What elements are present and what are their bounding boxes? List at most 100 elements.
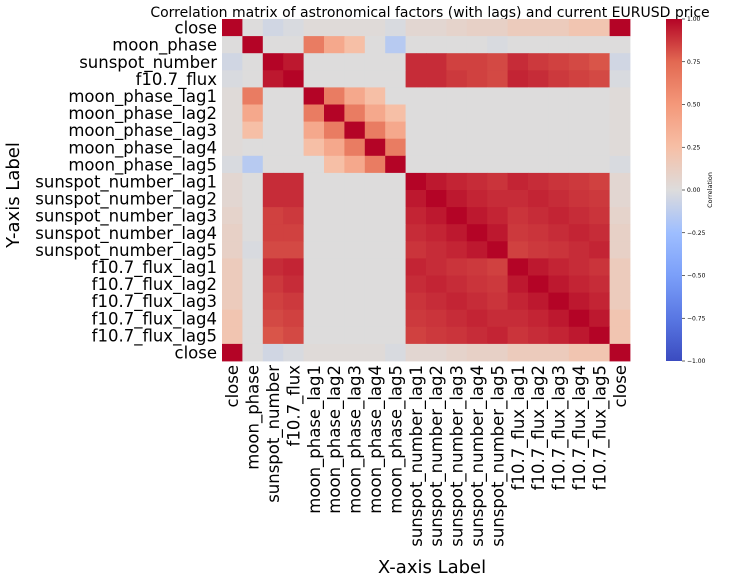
heatmap-cell xyxy=(568,275,590,293)
heatmap-cell xyxy=(344,155,366,174)
heatmap-cell xyxy=(507,258,529,276)
heatmap-cell xyxy=(446,224,468,242)
heatmap-cell xyxy=(344,275,366,293)
heatmap-cell xyxy=(507,53,529,71)
heatmap-cell xyxy=(528,241,549,259)
heatmap-cell xyxy=(528,343,549,362)
heatmap-cell xyxy=(364,70,386,88)
x-tick-label: f10.7_flux_lag1 xyxy=(509,365,529,490)
heatmap-cell xyxy=(242,207,264,225)
heatmap-cell xyxy=(487,87,508,105)
heatmap-cell xyxy=(609,190,631,208)
heatmap-cell xyxy=(568,207,590,225)
heatmap-cell xyxy=(548,190,570,208)
heatmap-cell xyxy=(324,87,345,105)
heatmap-cell xyxy=(344,292,366,311)
heatmap-cell xyxy=(283,87,304,105)
heatmap-cell xyxy=(589,19,610,37)
heatmap-cell xyxy=(446,19,468,37)
heatmap-cell xyxy=(466,241,488,259)
heatmap-cell xyxy=(609,292,631,311)
heatmap-cell xyxy=(568,121,590,140)
heatmap-cell xyxy=(528,87,549,105)
heatmap-cell xyxy=(405,309,427,328)
x-tick-label: sunspot_number_lag3 xyxy=(448,365,468,547)
y-tick-label: sunspot_number_lag2 xyxy=(35,190,217,210)
heatmap-cell xyxy=(589,121,610,140)
heatmap-cell xyxy=(262,53,284,71)
heatmap-cell xyxy=(466,121,488,140)
heatmap-cell xyxy=(344,241,366,259)
heatmap-cell xyxy=(487,326,508,345)
heatmap-cell xyxy=(426,138,447,157)
heatmap-cell xyxy=(344,19,366,37)
heatmap-cell xyxy=(528,172,549,191)
heatmap-cell xyxy=(364,292,386,311)
heatmap-cell xyxy=(507,19,529,37)
heatmap-cell xyxy=(385,224,406,242)
x-tick-label: sunspot_number xyxy=(264,365,284,503)
heatmap-cell xyxy=(385,121,406,140)
heatmap-cell xyxy=(446,343,468,362)
heatmap-cell xyxy=(609,138,631,157)
heatmap-cell xyxy=(487,19,508,37)
heatmap-cell xyxy=(385,53,406,71)
heatmap-cell xyxy=(507,241,529,259)
heatmap-cell xyxy=(426,19,447,37)
heatmap-cell xyxy=(487,241,508,259)
heatmap-cell xyxy=(262,292,284,311)
heatmap-cell xyxy=(548,326,570,345)
y-tick-label: close xyxy=(175,343,218,362)
heatmap-cell xyxy=(242,172,264,191)
heatmap-cell xyxy=(303,19,325,37)
heatmap-cell xyxy=(364,190,386,208)
heatmap-cell xyxy=(446,155,468,174)
heatmap-cell xyxy=(344,36,366,54)
heatmap-cell xyxy=(589,104,610,122)
heatmap-cell xyxy=(426,70,447,88)
heatmap-cell xyxy=(262,309,284,328)
heatmap-cell xyxy=(283,258,304,276)
heatmap-cell xyxy=(426,343,447,362)
heatmap-cell xyxy=(324,70,345,88)
heatmap-cell xyxy=(507,190,529,208)
heatmap-cell xyxy=(405,258,427,276)
heatmap-cell xyxy=(568,343,590,362)
heatmap-cell xyxy=(487,224,508,242)
heatmap-cell xyxy=(242,190,264,208)
x-tick-label: sunspot_number_lag2 xyxy=(427,365,447,547)
heatmap-cell xyxy=(324,275,345,293)
heatmap-cell xyxy=(487,121,508,140)
heatmap-cell xyxy=(568,292,590,311)
heatmap-cell xyxy=(242,343,264,362)
heatmap-cell xyxy=(589,53,610,71)
heatmap-cell xyxy=(466,172,488,191)
heatmap-cell xyxy=(466,258,488,276)
heatmap-cell xyxy=(609,19,631,37)
heatmap-cell xyxy=(568,190,590,208)
heatmap-cell xyxy=(589,172,610,191)
heatmap-cell xyxy=(385,190,406,208)
heatmap-cell xyxy=(426,292,447,311)
heatmap-cell xyxy=(507,207,529,225)
heatmap-cell xyxy=(344,224,366,242)
heatmap-cell xyxy=(568,70,590,88)
y-tick-label: moon_phase_lag2 xyxy=(68,104,217,124)
heatmap-cell xyxy=(466,343,488,362)
heatmap-cell xyxy=(548,292,570,311)
heatmap-cell xyxy=(242,155,264,174)
heatmap-cell xyxy=(344,53,366,71)
heatmap-cell xyxy=(222,275,243,293)
heatmap-cell xyxy=(242,121,264,140)
heatmap-cell xyxy=(446,53,468,71)
heatmap-cell xyxy=(364,87,386,105)
colorbar xyxy=(666,19,682,361)
heatmap-cell xyxy=(426,87,447,105)
heatmap-cell xyxy=(487,275,508,293)
heatmap-cell xyxy=(364,207,386,225)
y-tick-label: moon_phase_lag5 xyxy=(68,155,217,175)
heatmap-cell xyxy=(344,326,366,345)
heatmap-cell xyxy=(426,207,447,225)
heatmap-cell xyxy=(242,309,264,328)
